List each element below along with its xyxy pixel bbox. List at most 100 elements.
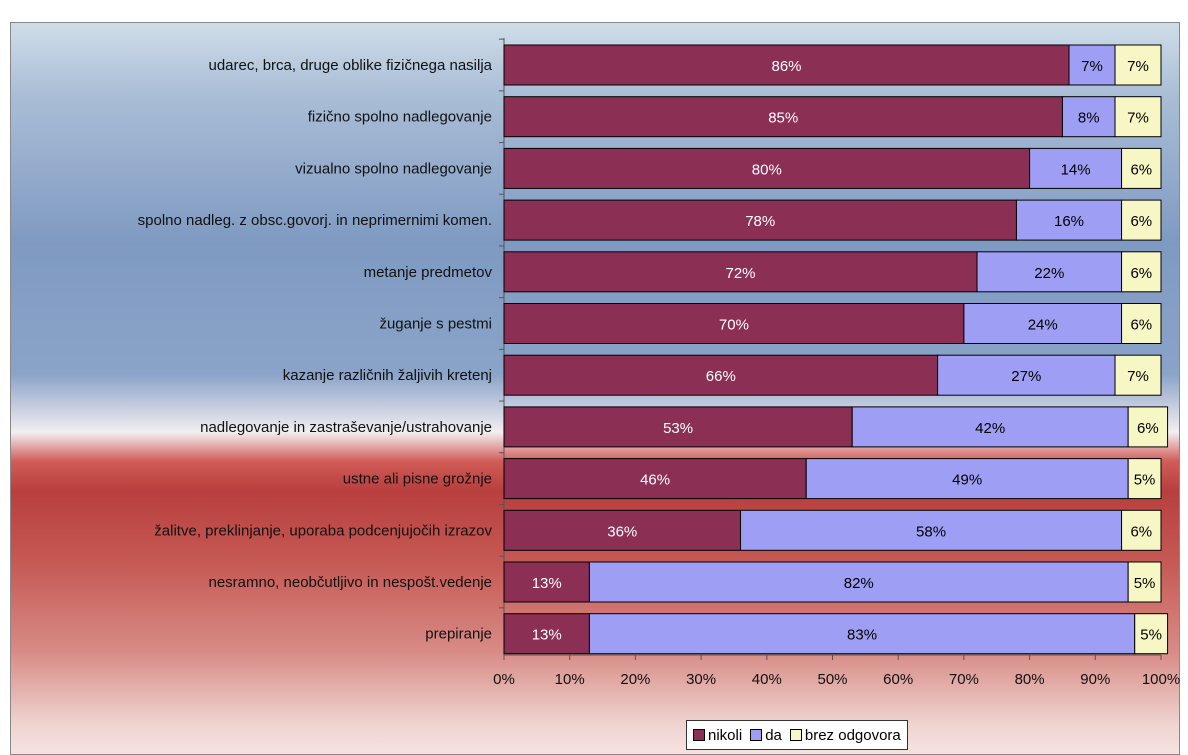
bar-segment-brez-odgovora [1134, 613, 1169, 655]
bar-segment-da [937, 354, 1116, 396]
bar-segment-brez-odgovora [1127, 561, 1162, 603]
bar-segment-brez-odgovora [1114, 354, 1162, 396]
data-label: 24% [1028, 317, 1058, 334]
bar-segment-da [963, 303, 1123, 344]
bar-segment-da [588, 561, 1129, 603]
data-label: 72% [726, 265, 756, 282]
data-label: 70% [719, 317, 749, 334]
data-label: 16% [1054, 213, 1084, 230]
data-label: 78% [745, 213, 775, 230]
data-label: 5% [1140, 627, 1162, 644]
data-label: 6% [1130, 265, 1152, 282]
data-label: 82% [844, 575, 874, 592]
data-label: 7% [1127, 368, 1149, 385]
bar-segment-nikoli [503, 406, 853, 448]
legend-item: brez odgovora [789, 726, 901, 744]
data-label: 22% [1034, 265, 1064, 282]
bar-segment-nikoli [503, 561, 590, 603]
bar-segment-da [1061, 96, 1116, 138]
data-label: 6% [1137, 420, 1159, 437]
category-label: udarec, brca, druge oblike fizičnega nas… [209, 57, 493, 74]
legend-item: nikoli [693, 727, 742, 744]
data-label: 66% [706, 368, 736, 385]
legend: nikoli da brez odgovora [686, 720, 908, 750]
x-tick-label: 100% [1142, 671, 1180, 688]
data-label: 53% [663, 420, 693, 437]
x-tick-label: 40% [752, 671, 782, 688]
data-label: 8% [1078, 110, 1100, 127]
data-label: 6% [1130, 523, 1152, 540]
bar-segment-nikoli [503, 251, 978, 293]
bar-segment-brez-odgovora [1121, 509, 1162, 551]
data-label: 13% [532, 575, 562, 592]
data-label: 85% [768, 110, 798, 127]
x-tick-label: 70% [949, 671, 979, 688]
x-tick-label: 60% [883, 671, 913, 688]
bar-segment-da [740, 509, 1123, 551]
bar-segment-nikoli [503, 613, 590, 655]
bar-segment-brez-odgovora [1114, 96, 1162, 138]
category-label: žuganje s pestmi [379, 316, 492, 333]
x-tick-label: 0% [493, 671, 515, 688]
bar-segment-da [851, 406, 1129, 448]
bar-segment-nikoli [503, 354, 939, 396]
data-label: 27% [1011, 368, 1041, 385]
data-label: 80% [752, 161, 782, 178]
bar-segment-da [1029, 147, 1123, 189]
legend-label: brez odgovora [804, 726, 901, 744]
category-label: kazanje različnih žaljivih kretenj [283, 367, 492, 384]
bar-segment-brez-odgovora [1127, 406, 1169, 448]
data-label: 83% [847, 627, 877, 644]
bar-segment-brez-odgovora [1121, 199, 1162, 241]
x-tick-label: 90% [1080, 671, 1110, 688]
data-label: 36% [607, 523, 637, 540]
category-label: žalitve, preklinjanje, uporaba podcenjuj… [154, 522, 492, 539]
category-label: prepiranje [425, 626, 492, 643]
data-label: 49% [952, 472, 982, 489]
legend-label: da [765, 726, 782, 744]
bar-segment-da [976, 251, 1123, 293]
data-label: 6% [1130, 213, 1152, 230]
category-label: spolno nadleg. z obsc.govorj. in neprime… [138, 212, 492, 229]
category-label: ustne ali pisne grožnje [343, 471, 492, 488]
bar-segment-da [1068, 44, 1116, 86]
category-label: nesramno, neobčutljivo in nespošt.vedenj… [208, 574, 492, 591]
data-label: 42% [975, 420, 1005, 437]
x-tick-label: 30% [686, 671, 716, 688]
bar-segment-da [805, 458, 1129, 500]
data-label: 86% [771, 58, 801, 75]
data-label: 58% [916, 523, 946, 540]
bar-segment-nikoli [503, 147, 1031, 189]
category-label: nadlegovanje in zastraševanje/ustrahovan… [200, 419, 492, 436]
data-label: 13% [532, 627, 562, 644]
x-tick-label: 50% [817, 671, 847, 688]
bar-segment-brez-odgovora [1127, 458, 1162, 500]
bar-segment-nikoli [503, 96, 1063, 138]
bar-segment-brez-odgovora [1114, 44, 1162, 86]
data-label: 5% [1134, 472, 1156, 489]
legend-label: nikoli [708, 726, 743, 744]
data-label: 7% [1127, 110, 1149, 127]
data-label: 6% [1130, 161, 1152, 178]
legend-item: da [750, 727, 782, 744]
data-label: 7% [1081, 58, 1103, 75]
x-tick-label: 10% [555, 671, 585, 688]
category-label: vizualno spolno nadlegovanje [295, 160, 492, 177]
bar-segment-brez-odgovora [1121, 147, 1162, 189]
category-label: fizično spolno nadlegovanje [308, 109, 492, 126]
data-label: 6% [1130, 317, 1152, 334]
data-label: 46% [640, 472, 670, 489]
bar-segment-nikoli [503, 199, 1017, 241]
legend-swatch [693, 729, 705, 741]
bar-segment-brez-odgovora [1121, 251, 1162, 293]
legend-swatch [789, 729, 802, 741]
legend-swatch [750, 729, 763, 741]
data-label: 5% [1134, 575, 1156, 592]
category-label: metanje predmetov [364, 264, 493, 281]
x-tick-label: 20% [620, 671, 650, 688]
bar-segment-brez-odgovora [1121, 303, 1162, 344]
data-label: 14% [1061, 161, 1091, 178]
data-label: 7% [1127, 58, 1149, 75]
